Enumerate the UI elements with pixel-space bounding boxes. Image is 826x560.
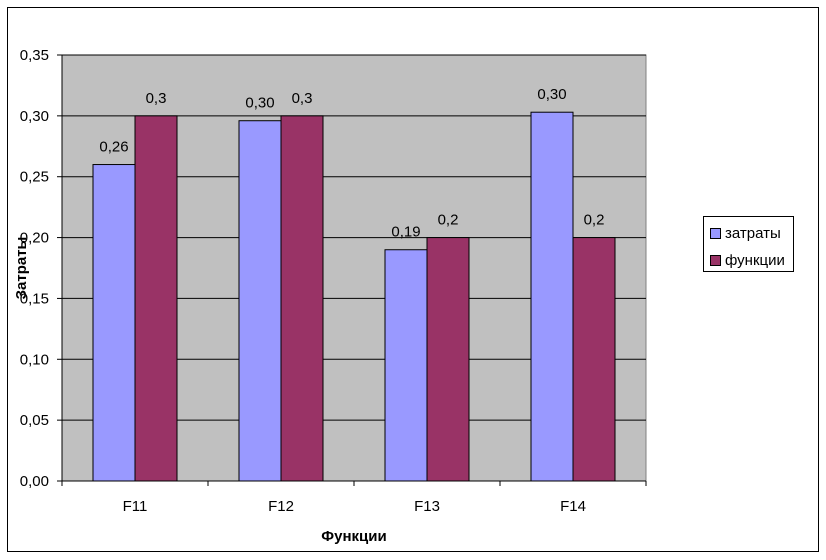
x-tick-label: F12: [268, 498, 294, 515]
bar-функции-F12: [280, 115, 324, 482]
legend-swatch-zatraty: [710, 227, 721, 239]
bar-затраты-F13: [384, 249, 428, 482]
legend-item-funktsii: функции: [710, 251, 785, 269]
data-label: 0,30: [537, 86, 566, 103]
data-label: 0,3: [146, 90, 167, 107]
bar-функции-F13: [426, 237, 470, 482]
bar-затраты-F14: [530, 111, 574, 482]
bar-затраты-F11: [92, 164, 136, 482]
y-tick-label: 0,35: [20, 47, 49, 64]
data-label: 0,2: [584, 212, 605, 229]
legend: затраты функции: [703, 216, 794, 272]
x-tick-label: F13: [414, 498, 440, 515]
x-tick-label: F14: [560, 498, 586, 515]
bar-затраты-F12: [238, 120, 282, 482]
y-tick-label: 0,00: [20, 473, 49, 490]
y-tick-label: 0,10: [20, 351, 49, 368]
legend-swatch-funktsii: [710, 254, 721, 266]
y-tick-label: 0,30: [20, 108, 49, 125]
y-tick-label: 0,20: [20, 230, 49, 247]
x-tick-label: F11: [123, 498, 148, 515]
y-tick-label: 0,25: [20, 169, 49, 186]
data-label: 0,19: [391, 224, 420, 241]
legend-label-funktsii: функции: [725, 251, 785, 269]
bar-функции-F14: [572, 237, 616, 482]
y-tick-label: 0,05: [20, 412, 49, 429]
legend-label-zatraty: затраты: [725, 224, 781, 242]
data-label: 0,26: [99, 139, 128, 156]
bar-функции-F11: [134, 115, 178, 482]
data-label: 0,2: [438, 212, 459, 229]
data-label: 0,30: [245, 95, 274, 112]
y-tick-label: 0,15: [20, 290, 49, 307]
data-label: 0,3: [292, 90, 313, 107]
x-axis-title: Функции: [321, 528, 386, 545]
legend-item-zatraty: затраты: [710, 224, 781, 242]
y-axis-title: Затраты: [13, 237, 30, 300]
